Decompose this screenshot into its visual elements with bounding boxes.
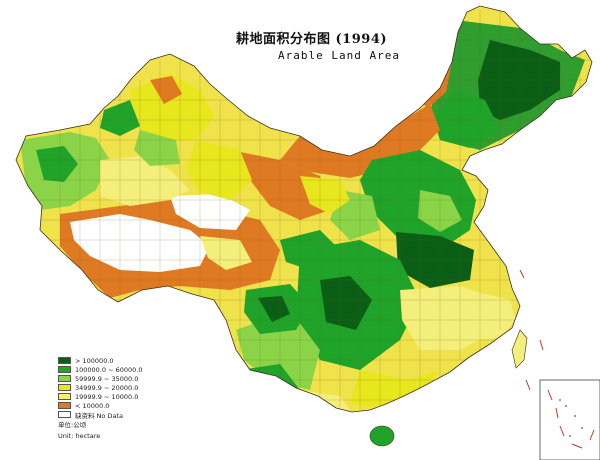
legend-item: 100000.0 ~ 60000.0 [58,365,142,374]
map-title: 耕地面积分布图 (1994) [236,32,388,47]
coast-dashes [519,269,544,391]
map-subtitle: Arable Land Area [278,49,400,62]
unit-cn: 单位:公顷 [58,421,87,429]
legend-item: < 10000.0 [58,401,142,410]
legend-swatch [58,375,71,382]
legend-swatch [58,402,71,409]
unit-en: Unit: hectare [58,432,101,440]
legend-item: 34999.9 ~ 20000.0 [58,383,142,392]
legend-item: 59999.9 ~ 35000.0 [58,374,142,383]
legend-label: 100000.0 ~ 60000.0 [75,365,143,374]
legend-label: 34999.9 ~ 20000.0 [75,383,139,392]
legend-swatch [58,366,71,373]
legend-item: 19999.9 ~ 10000.0 [58,392,142,401]
inset-islands [559,399,583,437]
legend-item: > 100000.0 [58,356,142,365]
county-patterns [20,20,585,412]
legend-swatch [58,411,71,418]
legend-label: > 100000.0 [75,356,114,365]
legend-swatch [58,393,71,400]
taiwan-island [511,329,528,369]
legend-label: 19999.9 ~ 10000.0 [75,392,139,401]
legend-item: 缺资料 No Data [58,410,142,420]
legend-label: < 10000.0 [75,401,110,410]
legend: > 100000.0 100000.0 ~ 60000.0 59999.9 ~ … [58,356,142,441]
south-sea-inset [539,379,600,460]
legend-swatch [58,384,71,391]
legend-swatch [58,357,71,364]
legend-label: 59999.9 ~ 35000.0 [75,374,139,383]
legend-label: 缺资料 No Data [75,411,123,420]
hainan-island [369,425,395,447]
sea-boundary-dashes [547,389,595,449]
